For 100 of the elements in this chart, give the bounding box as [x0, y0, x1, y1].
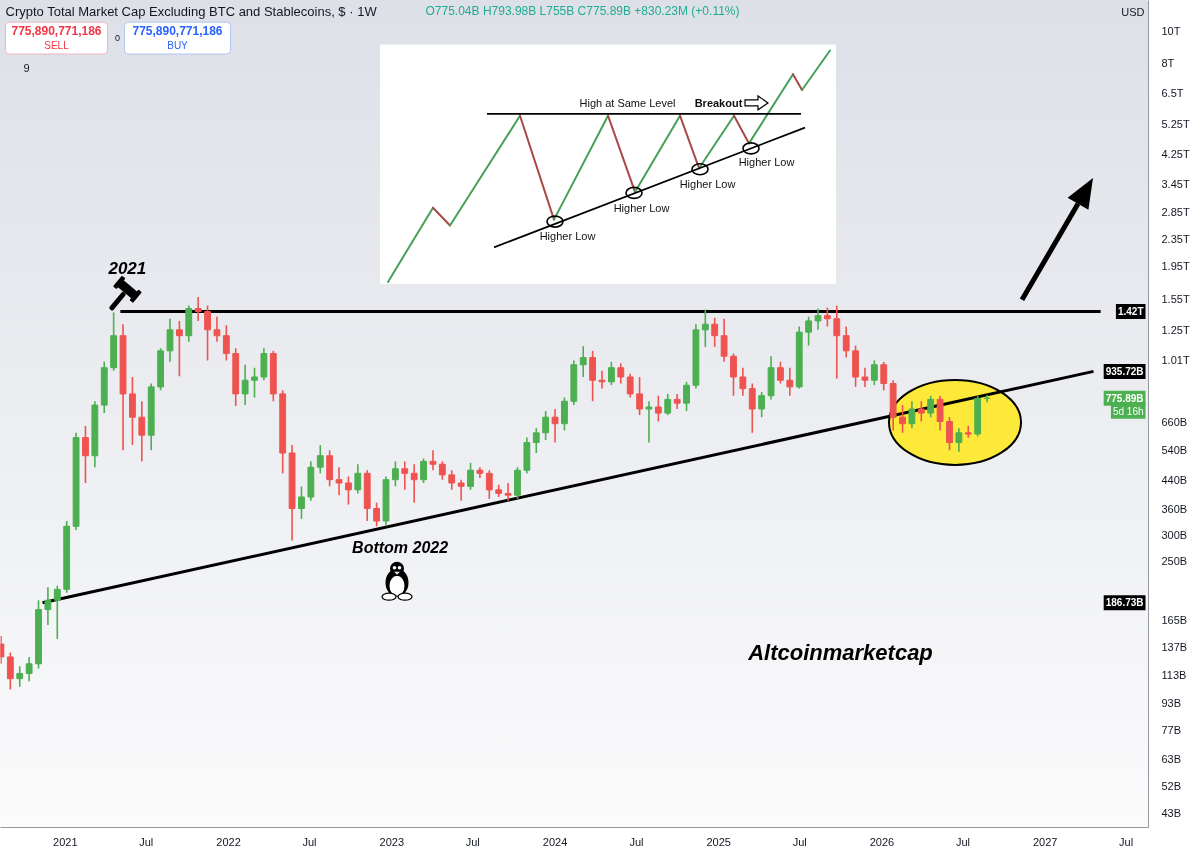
candlestick: [607, 361, 615, 386]
candlestick: [589, 350, 597, 403]
y-tick-label: 6.5T: [1161, 87, 1184, 100]
candlestick: [899, 404, 906, 434]
candlestick: [701, 308, 709, 348]
candlestick: [391, 460, 399, 488]
candlestick: [345, 475, 352, 506]
x-tick-label: Jul: [955, 835, 970, 848]
y-tick-label: 113B: [1161, 668, 1187, 681]
annotation: Higher Low: [738, 155, 795, 168]
candlestick: [429, 449, 437, 472]
candlestick: [175, 320, 183, 377]
candlestick: [354, 463, 362, 495]
candlestick: [805, 315, 813, 347]
candlestick: [204, 304, 211, 362]
candlestick: [373, 501, 381, 528]
candlestick: [720, 317, 728, 363]
annotation: 0: [115, 33, 121, 44]
candlestick: [438, 460, 446, 481]
annotation: 9: [23, 61, 30, 74]
candlestick: [758, 391, 766, 419]
candlestick: [194, 296, 202, 322]
y-tick-label: 93B: [1161, 696, 1182, 709]
candlestick: [880, 361, 888, 392]
x-tick-label: Jul: [465, 835, 480, 848]
x-tick-label: 2027: [1032, 835, 1058, 848]
y-tick-label: 2.85T: [1161, 205, 1190, 218]
candlestick: [579, 345, 587, 378]
candlestick: [861, 366, 869, 388]
y-tick-label: 4.25T: [1161, 148, 1190, 161]
candlestick: [626, 373, 634, 399]
candlestick: [241, 363, 249, 406]
candlestick: [6, 651, 14, 691]
candlestick: [410, 463, 418, 504]
y-tick-label: 1.55T: [1161, 292, 1190, 305]
annotation: BUY: [167, 39, 189, 51]
candlestick: [730, 352, 737, 397]
candlestick: [542, 410, 550, 441]
x-tick-label: Jul: [139, 835, 154, 848]
candlestick: [908, 400, 916, 429]
candlestick: [467, 461, 474, 491]
x-tick-label: Jul: [629, 835, 644, 848]
y-tick-label: 10T: [1161, 25, 1181, 38]
candlestick: [636, 376, 643, 416]
candlestick: [786, 366, 794, 397]
candlestick: [485, 469, 493, 500]
y-tick-label: 165B: [1161, 614, 1188, 627]
candlestick: [138, 400, 146, 463]
candlestick: [166, 317, 174, 363]
x-tick-label: Jul: [792, 835, 807, 848]
annotation: Higher Low: [613, 202, 670, 215]
candlestick: [335, 466, 343, 496]
text: 775.89B: [1105, 392, 1144, 404]
y-tick-label: 77B: [1161, 723, 1182, 736]
annotation: Bottom 2022: [352, 538, 449, 556]
chart-title: Crypto Total Market Cap Excluding BTC and Stablecoins, $ · 1W: [5, 3, 378, 19]
annotation: 5d 16h: [1112, 405, 1144, 417]
data-label: 935.72B: [1105, 365, 1144, 377]
y-tick-label: 63B: [1161, 752, 1182, 765]
x-tick-label: 2024: [542, 835, 568, 848]
x-tick-label: 2025: [706, 835, 731, 848]
candlestick: [617, 362, 625, 385]
y-tick-label: 540B: [1161, 444, 1188, 457]
candlestick: [129, 376, 136, 446]
candlestick: [504, 482, 512, 502]
candlestick: [645, 400, 653, 444]
annotation: Higher Low: [539, 229, 596, 242]
candlestick: [823, 306, 831, 328]
candlestick: [326, 449, 334, 488]
x-tick-label: 2021: [53, 835, 78, 848]
candlestick: [983, 394, 991, 403]
candlestick: [664, 393, 672, 416]
candlestick: [457, 478, 465, 502]
y-tick-label: 5.25T: [1161, 117, 1190, 130]
candlestick: [532, 427, 540, 454]
candlestick: [748, 382, 756, 434]
annotation: 775,890,771,186: [11, 23, 102, 38]
candlestick: [777, 361, 784, 385]
y-tick-label: 137B: [1161, 641, 1188, 654]
candlestick: [814, 307, 822, 331]
candlestick: [298, 485, 305, 520]
candlestick: [401, 460, 409, 491]
candlestick: [711, 316, 719, 348]
candlestick: [420, 457, 427, 484]
annotation: Higher Low: [679, 177, 736, 190]
y-tick-label: 1.01T: [1161, 354, 1190, 367]
y-tick-label: 660B: [1161, 415, 1188, 428]
y-axis-title: USD: [1121, 6, 1145, 19]
y-tick-label: 3.45T: [1161, 178, 1190, 191]
candlestick: [955, 427, 963, 453]
annotation: High at Same Level: [579, 97, 676, 110]
annotation: 186.73B: [1105, 597, 1144, 609]
annotation: 775,890,771,186: [132, 23, 223, 38]
annotation: Altcoinmarketcap: [747, 639, 933, 665]
candlestick: [316, 444, 324, 475]
candlestick: [870, 359, 878, 386]
candlestick: [946, 416, 953, 452]
y-tick-label: 43B: [1161, 807, 1182, 820]
candlestick: [654, 394, 662, 423]
y-tick-label: 440B: [1161, 473, 1188, 486]
